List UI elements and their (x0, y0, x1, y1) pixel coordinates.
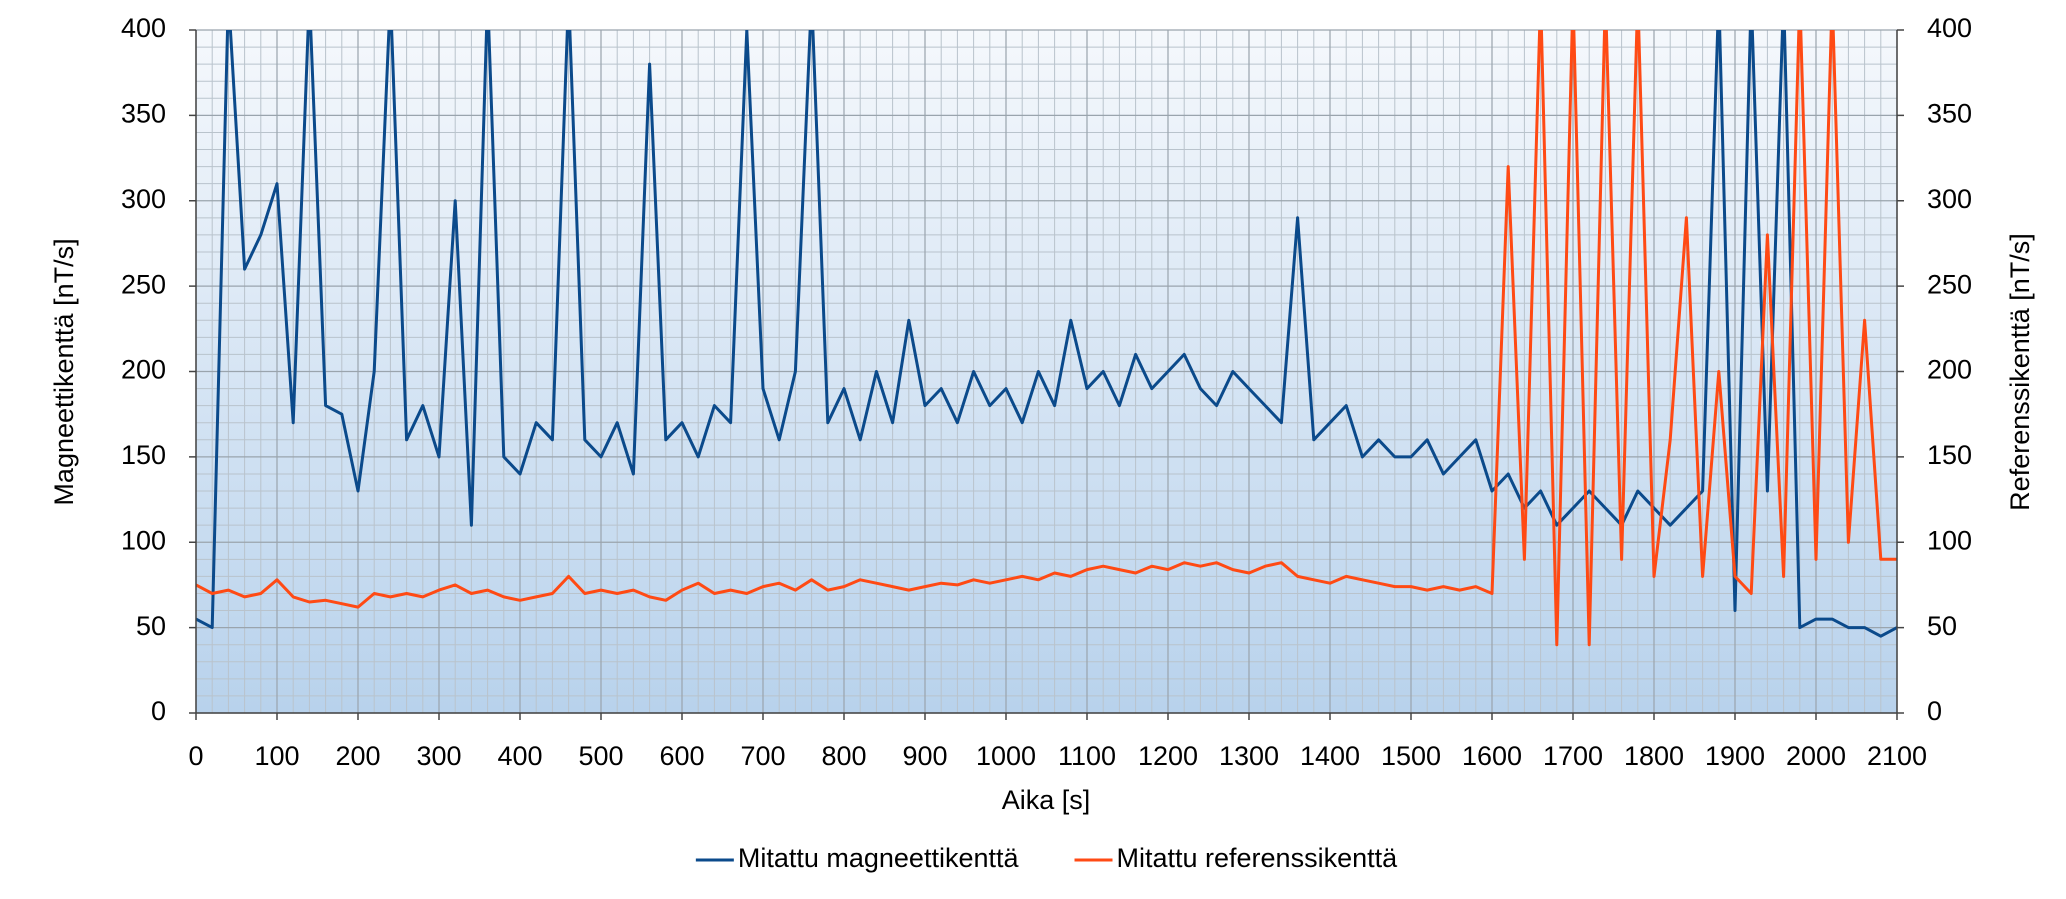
y2-tick-label: 350 (1927, 99, 1972, 129)
x-tick-label: 0 (188, 741, 203, 771)
y2-tick-label: 50 (1927, 611, 1957, 641)
legend-label: Mitattu magneettikenttä (738, 843, 1020, 873)
x-tick-label: 2100 (1867, 741, 1927, 771)
data-line (196, 30, 1897, 638)
x-tick-label: 1400 (1300, 741, 1360, 771)
data-line (196, 30, 1897, 647)
x-tick-label: 600 (659, 741, 704, 771)
y2-tick-label: 400 (1927, 13, 1972, 43)
y-tick-label: 300 (121, 184, 166, 214)
x-tick-label: 1300 (1219, 741, 1279, 771)
x-axis-label: Aika [s] (1002, 785, 1091, 815)
x-tick-label: 1100 (1058, 741, 1116, 771)
y2-tick-label: 150 (1927, 440, 1972, 470)
y-tick-label: 0 (151, 696, 166, 726)
x-tick-label: 1200 (1138, 741, 1198, 771)
x-tick-label: 1000 (976, 741, 1036, 771)
y2-axis-label: Referenssikenttä [nT/s] (2005, 233, 2035, 511)
y-tick-label: 50 (136, 611, 166, 641)
y-tick-label: 400 (121, 13, 166, 43)
y2-tick-label: 250 (1927, 269, 1972, 299)
y-tick-label: 350 (121, 99, 166, 129)
x-tick-label: 200 (335, 741, 380, 771)
x-tick-label: 1900 (1705, 741, 1765, 771)
y-tick-label: 100 (121, 525, 166, 555)
y2-tick-label: 200 (1927, 355, 1972, 385)
y2-tick-label: 300 (1927, 184, 1972, 214)
legend-label: Mitattu referenssikenttä (1117, 843, 1399, 873)
x-tick-label: 1600 (1462, 741, 1522, 771)
y-tick-label: 150 (121, 440, 166, 470)
x-tick-label: 300 (416, 741, 461, 771)
x-tick-label: 800 (821, 741, 866, 771)
y-axis-label: Magneettikenttä [nT/s] (49, 238, 79, 505)
x-tick-label: 700 (740, 741, 785, 771)
y-tick-label: 200 (121, 355, 166, 385)
x-tick-label: 400 (497, 741, 542, 771)
x-tick-label: 100 (254, 741, 299, 771)
y2-tick-label: 100 (1927, 525, 1972, 555)
y-tick-label: 250 (121, 269, 166, 299)
x-tick-label: 1500 (1381, 741, 1441, 771)
x-tick-label: 900 (902, 741, 947, 771)
x-tick-label: 1800 (1624, 741, 1684, 771)
x-tick-label: 1700 (1543, 741, 1603, 771)
x-tick-label: 500 (578, 741, 623, 771)
y2-tick-label: 0 (1927, 696, 1942, 726)
x-tick-label: 2000 (1786, 741, 1846, 771)
